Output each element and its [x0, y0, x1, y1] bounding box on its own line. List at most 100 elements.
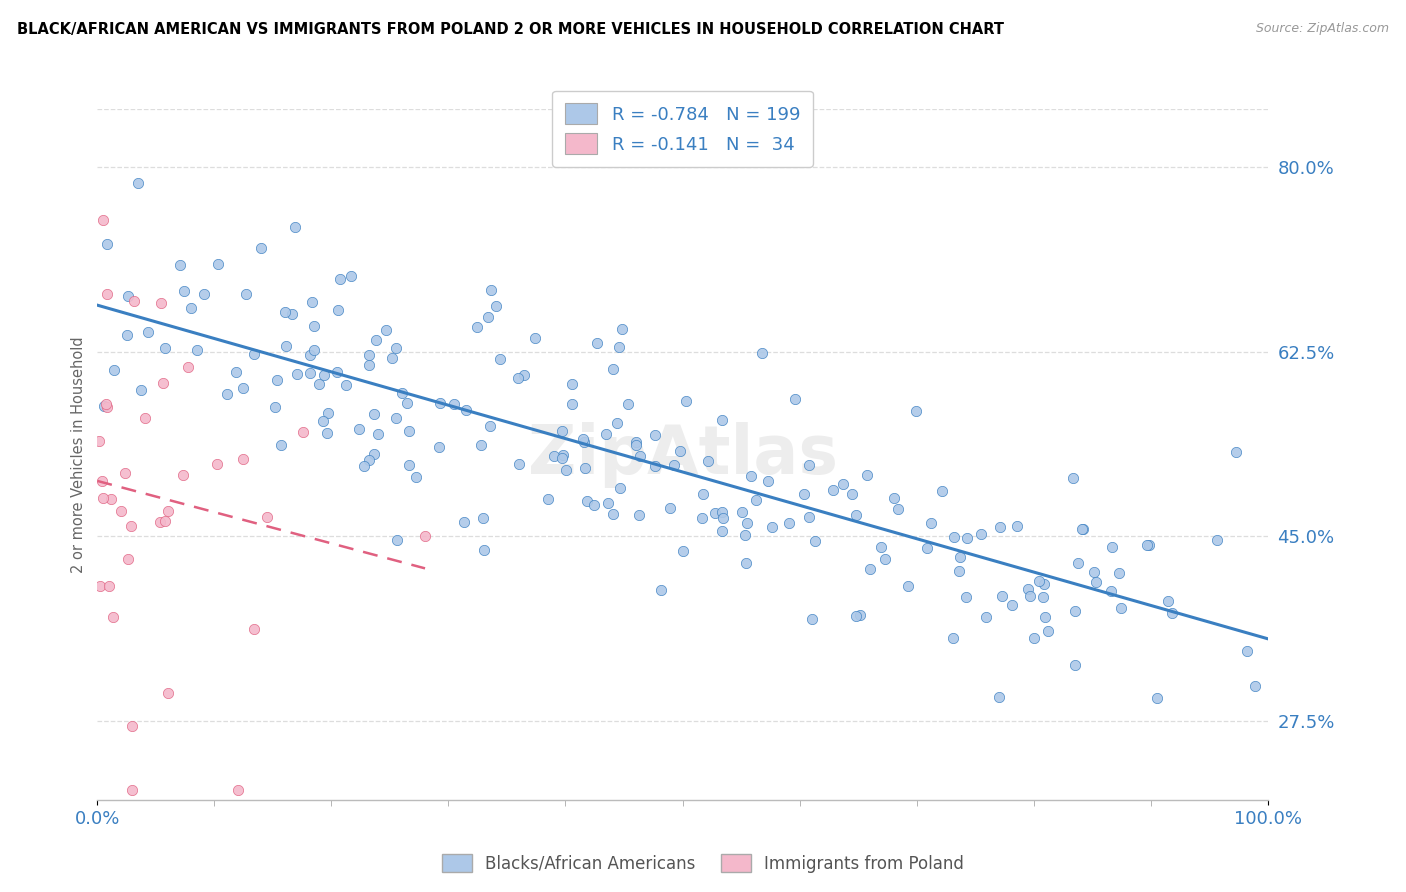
Point [1160, 606, 1182, 620]
Point [474, 542, 496, 557]
Point [284, 219, 307, 234]
Point [266, 373, 288, 387]
Point [783, 392, 806, 406]
Point [1206, 533, 1229, 548]
Point [155, 515, 177, 529]
Point [366, 333, 388, 347]
Point [225, 365, 247, 379]
Point [508, 457, 530, 471]
Point [136, 325, 159, 339]
Point [553, 448, 575, 462]
Point [628, 449, 651, 463]
Point [335, 377, 357, 392]
Point [91, 213, 114, 227]
Point [207, 257, 229, 271]
Point [1063, 657, 1085, 672]
Point [385, 411, 408, 425]
Point [96, 401, 118, 415]
Point [226, 782, 249, 797]
Point [91, 491, 114, 505]
Point [479, 419, 502, 434]
Point [561, 377, 583, 392]
Point [179, 301, 201, 315]
Point [398, 458, 420, 473]
Point [628, 508, 651, 523]
Point [956, 531, 979, 545]
Point [662, 458, 685, 473]
Point [98, 579, 121, 593]
Point [121, 719, 143, 733]
Point [734, 528, 756, 542]
Point [302, 318, 325, 333]
Point [381, 351, 404, 365]
Point [711, 413, 734, 427]
Point [1139, 538, 1161, 552]
Point [948, 564, 970, 578]
Point [173, 284, 195, 298]
Point [942, 530, 965, 544]
Point [609, 482, 631, 496]
Legend: R = -0.784   N = 199, R = -0.141   N =  34: R = -0.784 N = 199, R = -0.141 N = 34 [553, 91, 813, 167]
Point [385, 533, 408, 548]
Point [89, 434, 111, 449]
Point [970, 527, 993, 541]
Point [870, 540, 893, 554]
Point [243, 347, 266, 361]
Point [672, 544, 695, 558]
Point [537, 491, 560, 506]
Point [127, 176, 149, 190]
Point [917, 541, 939, 556]
Point [756, 474, 779, 488]
Point [1062, 471, 1084, 485]
Point [543, 450, 565, 464]
Point [291, 425, 314, 439]
Point [312, 368, 335, 383]
Point [607, 340, 630, 354]
Point [325, 365, 347, 379]
Point [644, 428, 666, 442]
Point [949, 549, 972, 564]
Point [735, 557, 758, 571]
Point [274, 304, 297, 318]
Point [477, 310, 499, 325]
Point [523, 331, 546, 345]
Point [669, 443, 692, 458]
Point [172, 468, 194, 483]
Point [263, 400, 285, 414]
Point [761, 520, 783, 534]
Point [1067, 557, 1090, 571]
Point [801, 612, 824, 626]
Point [357, 359, 380, 373]
Point [1071, 522, 1094, 536]
Point [465, 320, 488, 334]
Point [134, 411, 156, 425]
Point [955, 590, 977, 604]
Point [974, 610, 997, 624]
Point [859, 562, 882, 576]
Point [1036, 624, 1059, 638]
Point [692, 487, 714, 501]
Point [121, 519, 143, 533]
Point [103, 609, 125, 624]
Point [340, 269, 363, 284]
Point [1136, 538, 1159, 552]
Point [485, 299, 508, 313]
Point [359, 453, 381, 467]
Point [644, 459, 666, 474]
Point [89, 579, 111, 593]
Point [711, 504, 734, 518]
Point [1099, 583, 1122, 598]
Point [298, 348, 321, 362]
Point [375, 323, 398, 337]
Point [298, 366, 321, 380]
Point [602, 507, 624, 521]
Point [384, 341, 406, 355]
Point [177, 360, 200, 375]
Point [1083, 566, 1105, 580]
Point [276, 339, 298, 353]
Point [193, 287, 215, 301]
Point [117, 289, 139, 303]
Point [883, 491, 905, 506]
Point [845, 508, 868, 523]
Point [710, 524, 733, 538]
